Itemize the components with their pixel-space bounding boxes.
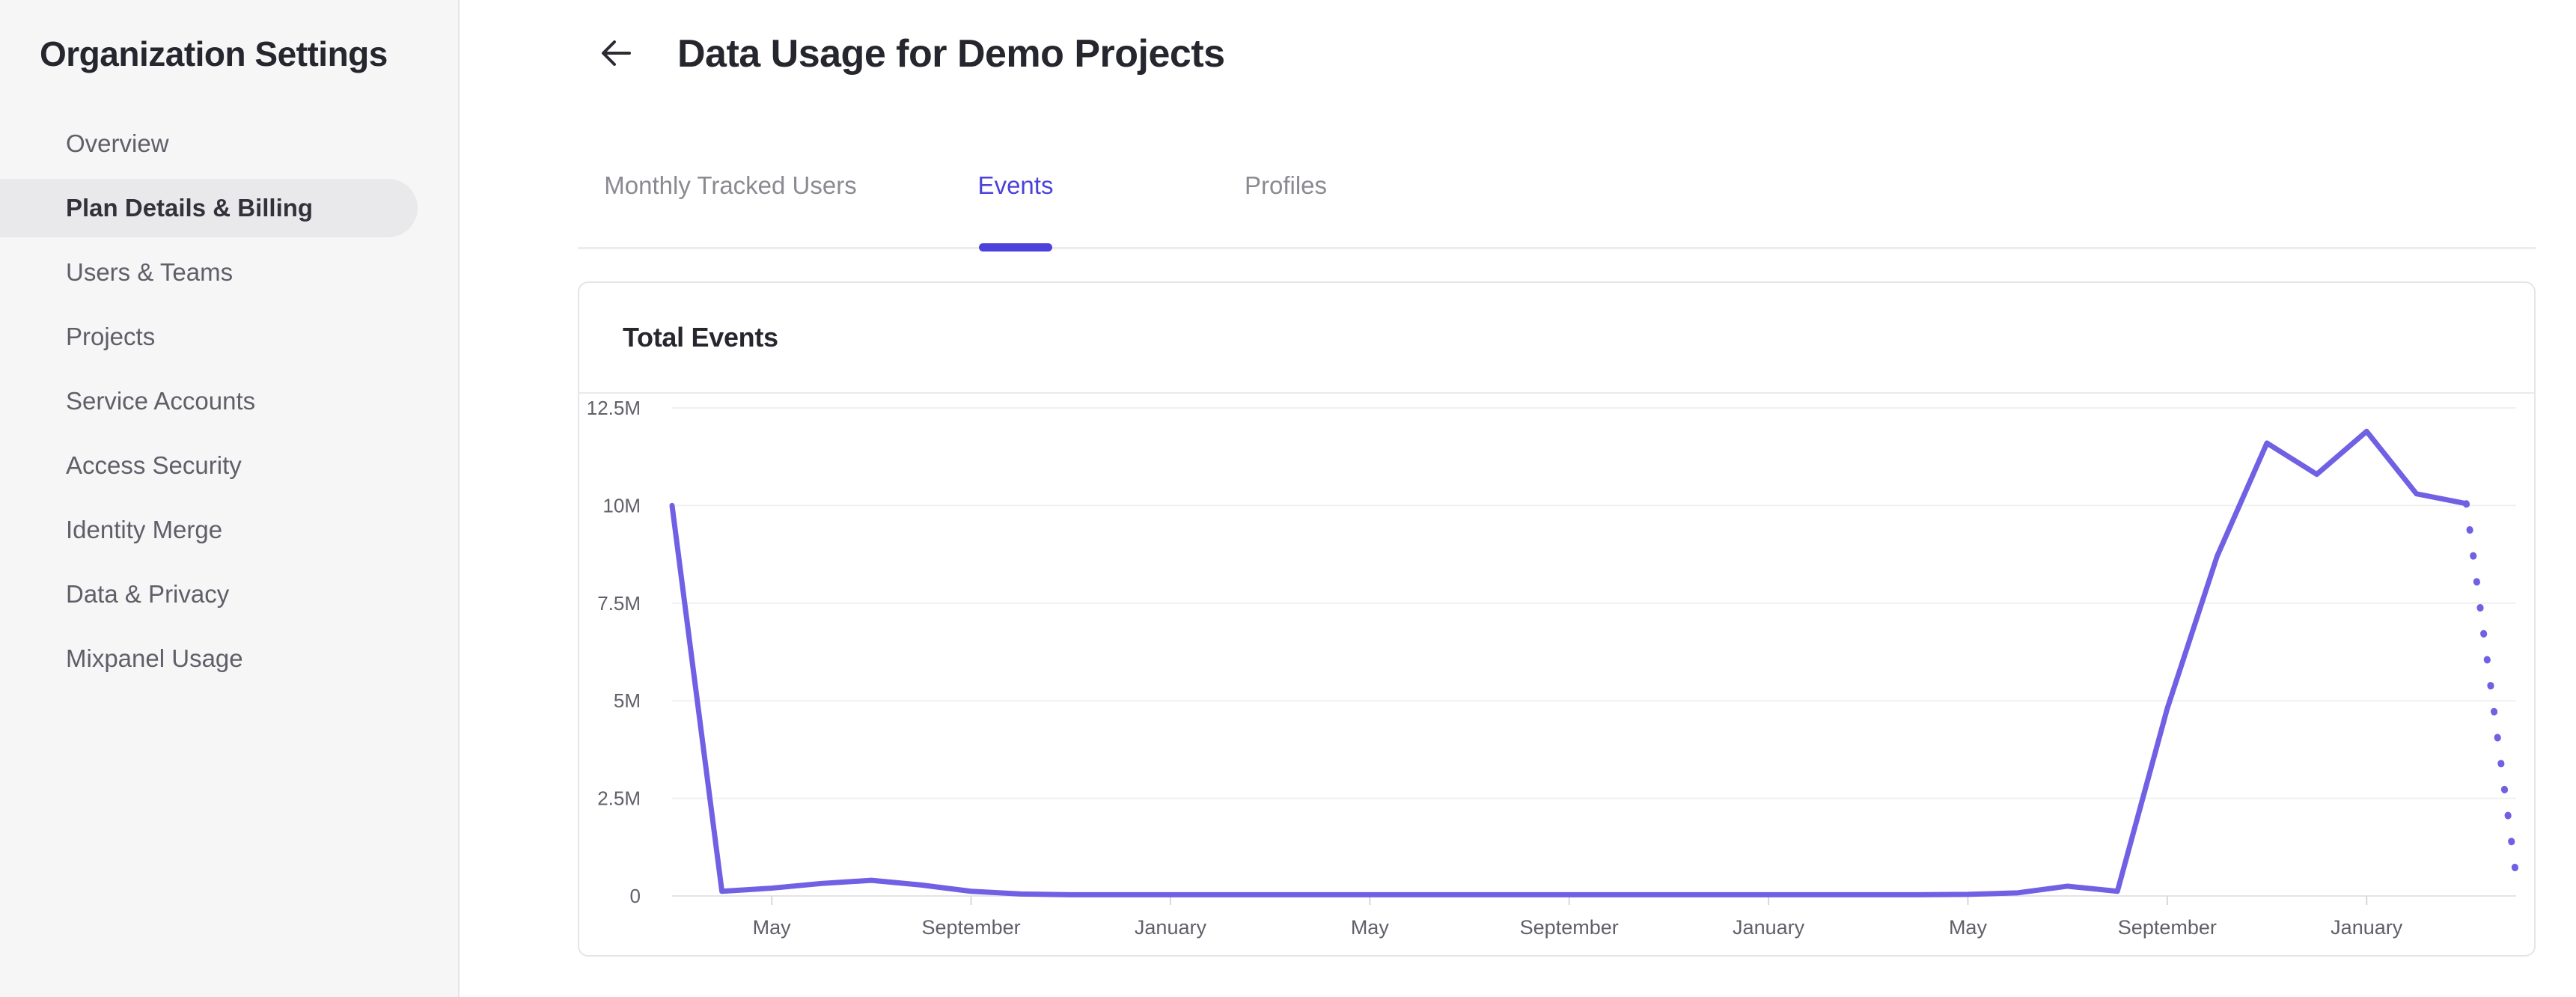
tabs-underline	[578, 247, 2536, 249]
x-tick-label: January	[1733, 916, 1805, 939]
total-events-card: Total Events 12.5M 10M 7.5M 5M 2.5M 0 May Septe…	[578, 281, 2536, 957]
sidebar-item-mixpanel-usage[interactable]: Mixpanel Usage	[66, 644, 243, 672]
events-projection-dotted-line	[2462, 500, 2520, 880]
sidebar-item-access-security[interactable]: Access Security	[66, 451, 242, 479]
active-tab-indicator	[979, 243, 1052, 251]
x-tick-label: September	[922, 916, 1021, 939]
card-header: Total Events	[579, 283, 2534, 394]
left-arrow-icon	[595, 34, 634, 76]
y-tick-label: 2.5M	[597, 787, 641, 810]
sidebar-menu: Overview Plan Details & Billing Users & …	[0, 115, 458, 688]
events-series-line	[669, 428, 2469, 897]
y-tick-label: 5M	[614, 689, 641, 712]
sidebar-item-service-accounts[interactable]: Service Accounts	[66, 387, 256, 415]
main-content: Data Usage for Demo Projects Monthly Tra…	[460, 0, 2576, 997]
tab-events[interactable]: Events	[977, 171, 1054, 199]
tab-profiles[interactable]: Profiles	[1244, 171, 1328, 199]
sidebar-item-identity-merge[interactable]: Identity Merge	[66, 516, 223, 543]
sidebar-title: Organization Settings	[40, 34, 388, 73]
sidebar-item-plan-details-billing[interactable]: Plan Details & Billing	[0, 179, 418, 237]
page-title: Data Usage for Demo Projects	[677, 32, 1225, 76]
y-tick-label: 7.5M	[597, 592, 641, 615]
y-tick-label: 10M	[602, 494, 641, 516]
x-tick-label: September	[1520, 916, 1619, 939]
y-tick-label: 0	[630, 885, 641, 907]
events-chart[interactable]: 12.5M 10M 7.5M 5M 2.5M 0 May September January Ma…	[579, 394, 2534, 954]
sidebar: Organization Settings Overview Plan Deta…	[0, 0, 460, 997]
y-tick-label: 12.5M	[587, 397, 641, 419]
back-button[interactable]	[595, 35, 634, 74]
card-title: Total Events	[623, 322, 778, 353]
sidebar-item-users-teams[interactable]: Users & Teams	[66, 258, 234, 286]
tab-monthly-tracked-users[interactable]: Monthly Tracked Users	[604, 171, 857, 199]
sidebar-item-data-privacy[interactable]: Data & Privacy	[66, 580, 230, 608]
sidebar-item-overview[interactable]: Overview	[66, 129, 169, 157]
x-tick-label: May	[753, 916, 792, 939]
x-tick-label: January	[2331, 916, 2403, 939]
sidebar-item-projects[interactable]: Projects	[66, 323, 156, 350]
x-tick-label: May	[1949, 916, 1988, 939]
x-tick-label: May	[1351, 916, 1390, 939]
x-tick-label: September	[2118, 916, 2217, 939]
x-tick-label: January	[1135, 916, 1207, 939]
